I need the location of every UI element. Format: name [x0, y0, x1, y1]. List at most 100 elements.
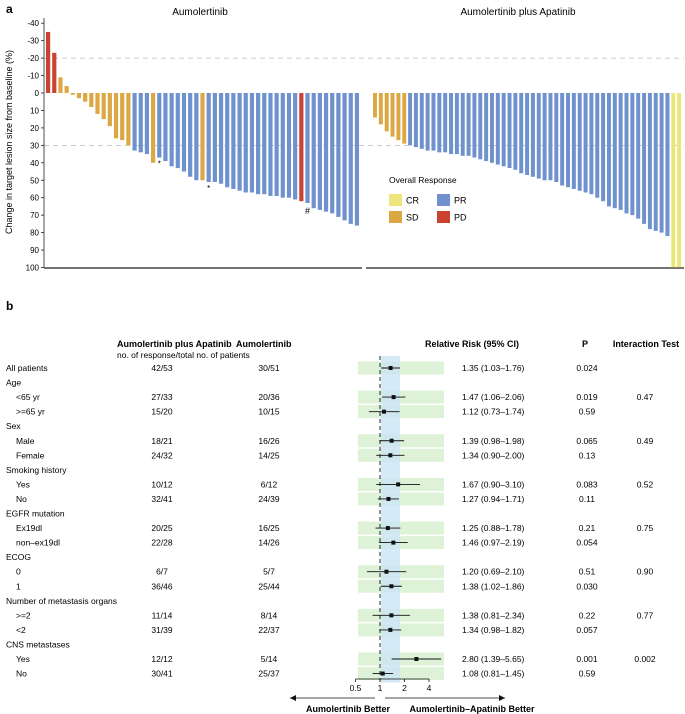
forest-row-band [358, 667, 444, 681]
bar-1-40 [286, 93, 292, 198]
legend-swatch-sd [389, 211, 402, 223]
row-group1-count: 20/25 [151, 523, 173, 533]
bar-2-20 [484, 93, 489, 162]
row-p-value: 0.51 [579, 567, 596, 577]
bar-1-43 [305, 93, 310, 203]
header-interaction: Interaction Test [613, 339, 679, 349]
row-label: >=65 yr [16, 407, 45, 417]
y-tick-label: 30 [30, 141, 39, 150]
row-group1-count: 12/12 [151, 654, 173, 664]
bar-1-24 [188, 93, 193, 177]
row-p-value: 0.083 [576, 479, 598, 489]
row-rr-text: 1.38 (0.81–2.34) [462, 610, 525, 620]
footer-left: Aumolertinib Better [306, 704, 391, 714]
group-title-aumolertinib: Aumolertinib [172, 7, 228, 18]
row-label: All patients [6, 363, 48, 373]
bar-2-7 [408, 93, 413, 146]
row-label: Yes [16, 654, 30, 664]
row-label: Sex [6, 421, 21, 431]
bar-2-13 [443, 93, 448, 153]
row-label: >=2 [16, 610, 31, 620]
bar-2-48 [647, 93, 652, 230]
row-group1-count: 10/12 [151, 479, 173, 489]
row-group2-count: 25/44 [258, 581, 280, 591]
bar-2-28 [530, 93, 535, 177]
bar-2-16 [460, 93, 465, 156]
row-group2-count: 8/14 [261, 610, 278, 620]
bar-1-48 [336, 93, 341, 217]
bar-1-32 [237, 93, 242, 191]
row-group2-count: 5/14 [261, 654, 278, 664]
bar-annotation: * [207, 184, 210, 193]
bar-2-8 [413, 93, 418, 148]
bar-2-43 [618, 93, 623, 210]
bar-2-39 [595, 93, 600, 198]
bar-1-28 [212, 93, 217, 182]
bar-1-10 [101, 93, 106, 120]
header-subheader: no. of response/total no. of patients [117, 350, 250, 360]
point-estimate [386, 496, 391, 501]
header-group1: Aumolertinib plus Apatinib [117, 339, 232, 349]
bar-2-36 [577, 93, 582, 191]
point-estimate [389, 584, 394, 589]
row-interaction-value: 0.47 [637, 392, 654, 402]
bar-1-19 [157, 93, 162, 158]
bar-2-52 [671, 93, 676, 268]
forest-x-tick-label: 2 [402, 683, 407, 693]
bar-1-35 [256, 93, 261, 195]
bar-1-21 [169, 93, 174, 167]
bar-1-11 [107, 93, 112, 127]
forest-row-band [358, 405, 444, 419]
forest-row-band [358, 361, 444, 375]
row-interaction-value: 0.75 [637, 523, 654, 533]
row-p-value: 0.21 [579, 523, 596, 533]
row-rr-text: 1.47 (1.06–2.06) [462, 392, 525, 402]
row-label: <2 [16, 625, 26, 635]
bar-1-18 [151, 93, 156, 163]
y-tick-label: 70 [30, 211, 39, 220]
row-group2-count: 10/15 [258, 407, 280, 417]
row-label: Male [16, 436, 35, 446]
point-estimate [391, 540, 396, 545]
bar-2-46 [636, 93, 641, 219]
bar-2-2 [378, 93, 383, 125]
row-label: non–ex19dl [16, 538, 60, 548]
forest-row-band [358, 492, 444, 506]
bar-2-1 [373, 93, 377, 118]
bar-1-37 [268, 93, 273, 196]
bar-2-15 [454, 93, 459, 155]
bar-2-27 [525, 93, 530, 176]
y-tick-label: -10 [27, 72, 39, 81]
bar-2-38 [589, 93, 594, 195]
y-tick-label: 20 [30, 124, 39, 133]
bar-1-44 [311, 93, 316, 209]
bar-2-49 [653, 93, 658, 231]
y-tick-label: 10 [30, 106, 39, 115]
row-rr-text: 1.35 (1.03–1.76) [462, 363, 525, 373]
bar-1-39 [280, 93, 285, 198]
row-label: Age [6, 378, 21, 388]
bar-1-33 [243, 93, 248, 193]
bar-1-20 [163, 93, 168, 162]
forest-x-tick-label: 0.5 [350, 683, 362, 693]
point-estimate [385, 526, 390, 531]
row-group1-count: 22/28 [151, 538, 173, 548]
bar-1-12 [113, 93, 119, 139]
bar-2-51 [665, 93, 670, 237]
row-interaction-value: 0.49 [637, 436, 654, 446]
bar-1-22 [175, 93, 180, 169]
row-rr-text: 1.12 (0.73–1.74) [462, 407, 525, 417]
point-estimate [389, 613, 394, 618]
point-estimate [391, 395, 396, 400]
bar-2-35 [571, 93, 576, 189]
row-rr-text: 1.46 (0.97–2.19) [462, 538, 525, 548]
row-p-value: 0.065 [576, 436, 598, 446]
row-interaction-value: 0.77 [637, 610, 654, 620]
row-group2-count: 14/26 [258, 538, 280, 548]
row-rr-text: 1.08 (0.81–1.45) [462, 669, 525, 679]
bar-1-38 [274, 93, 279, 196]
point-estimate [384, 569, 389, 574]
bar-1-8 [89, 93, 94, 107]
bar-1-34 [249, 93, 255, 193]
bar-1-15 [132, 93, 137, 151]
